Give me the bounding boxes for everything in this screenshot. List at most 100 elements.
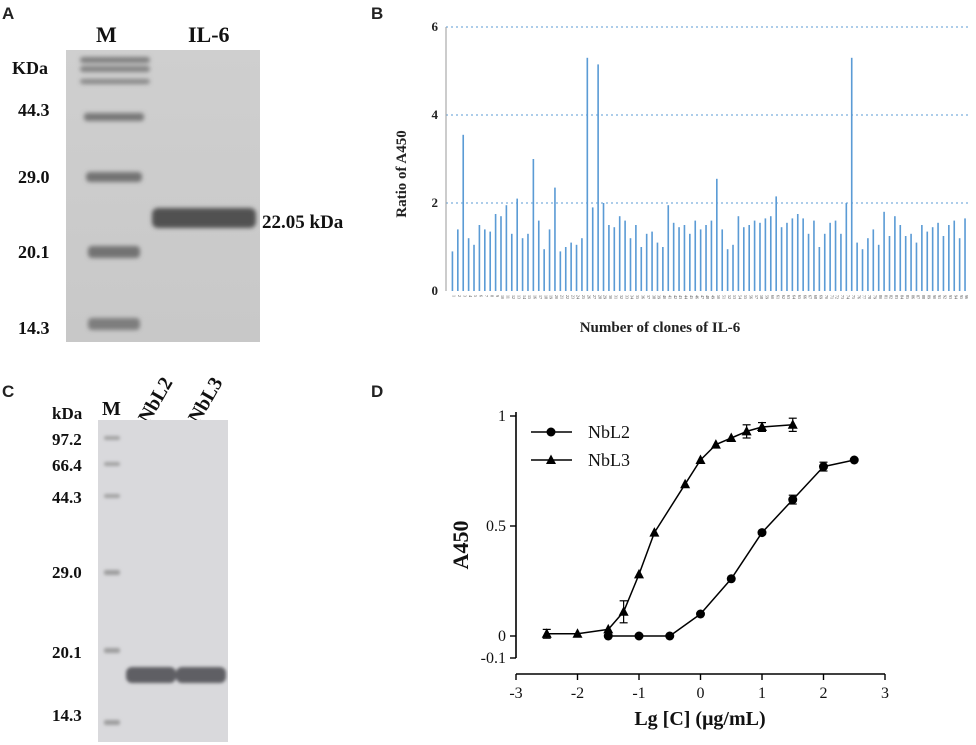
chart-b-x-tick-label: 22 [565,295,570,299]
chart-b-x-tick-label: 25 [581,295,586,299]
chart-b-bar [872,229,875,291]
chart-b-x-tick-label: 75 [851,295,856,299]
chart-b-x-axis-label: Number of clones of IL-6 [580,320,741,336]
chart-b-bar [931,227,934,291]
chart-d-point-circle [849,455,859,465]
chart-b-bar [796,214,799,291]
chart-b-x-tick-label: 15 [527,295,532,299]
chart-b-x-tick-label: 85 [905,295,910,299]
chart-b-bar [451,251,454,291]
chart-b-bar [505,205,508,291]
chart-b-bar [478,225,481,291]
chart-d-x-tick-label: 3 [881,685,889,702]
chart-b-x-tick-label: 26 [587,295,592,299]
panel-a-letter: A [2,4,15,23]
chart-b-x-tick-label: 96 [964,295,969,299]
chart-b-x-tick-label: 79 [872,295,877,299]
chart-d-x-axis-label: Lg [C] (μg/mL) [634,708,765,730]
chart-d-point-triangle [741,425,752,436]
chart-b-x-tick-label: 21 [560,295,565,299]
chart-b-bar [564,247,567,291]
chart-b-x-tick-label: 46 [694,295,699,299]
chart-b-x-tick-label: 91 [937,295,942,299]
gel-a-marker-label: 44.3 [18,100,50,120]
chart-b-bar [494,214,497,291]
chart-b-x-tick-label: 40 [662,295,667,299]
chart-d-y-tick-label: 0.5 [486,518,506,535]
chart-b-bar [753,220,756,291]
chart-b-tick-labels: 0 2 4 6 [432,19,439,298]
chart-d-y-tick-label: -0.1 [481,650,506,667]
chart-b-bar [877,244,880,291]
chart-d-series-nbl3 [541,417,798,639]
chart-b-x-tick-label: 87 [916,295,921,299]
chart-d-x-tick-label: -3 [509,685,522,702]
chart-b-bar [732,244,734,291]
chart-d-tick-labels: -3 -2 -1 0 1 2 3 -0.1 0 0.5 1 [481,408,889,702]
chart-b-x-tick-label: 93 [948,295,953,299]
chart-d-point-triangle [787,419,798,429]
chart-b-bar [937,222,939,291]
chart-b-bar [942,236,945,291]
chart-b-bar [581,238,583,291]
chart-b-x-tick-label: 1 [452,295,457,297]
chart-d-y-tick-label: 1 [498,408,506,425]
chart-b-bar [742,227,745,291]
chart-b-x-tick-label: 39 [657,295,662,299]
chart-b-x-tick-label: 20 [554,295,559,299]
chart-b-bar [845,203,848,291]
chart-b-bar [780,227,783,291]
chart-d-binding-curves: -3 -2 -1 0 1 2 3 -0.1 0 0.5 1 NbL2 NbL3 A450 Lg [C]… [448,408,889,730]
gel-c-marker-label: 44.3 [52,488,82,507]
chart-b-bar [467,238,470,291]
chart-b-x-tick-label: 7 [484,295,489,297]
chart-b-bar [489,231,492,291]
chart-b-x-tick-label: 3 [462,295,467,297]
chart-b-x-tick-label: 63 [786,295,791,299]
chart-b-y-tick-label: 2 [432,195,439,210]
chart-b-x-tick-label: 82 [889,295,894,299]
chart-b-bar [608,225,610,291]
chart-b-x-tick-label: 42 [673,295,678,299]
chart-b-x-tick-label: 11 [506,295,511,299]
chart-d-point-circle [788,495,798,505]
chart-b-bar [915,242,918,291]
chart-b-x-tick-label: 32 [619,295,624,299]
chart-b-x-tick-label: 29 [603,295,608,299]
chart-b-bar [640,247,643,291]
chart-b-x-tick-label: 92 [943,295,948,299]
chart-b-x-tick-label: 73 [840,295,845,299]
chart-b-x-tick-label: 13 [516,295,521,299]
chart-b-x-tick-label: 70 [824,295,829,299]
chart-d-legend-label: NbL2 [588,422,630,442]
chart-b-x-tick-label: 62 [781,295,786,299]
chart-d-series [541,417,859,641]
chart-b-x-tick-label: 90 [932,295,937,299]
chart-b-x-tick-label: 54 [738,295,743,299]
chart-b-x-tick-label: 66 [802,295,807,299]
chart-d-y-axis-label: A450 [448,521,473,570]
chart-b-x-tick-label: 44 [684,295,689,299]
chart-b-x-tick-label: 31 [613,295,618,299]
chart-b-bar [764,218,767,291]
chart-b-y-tick-label: 0 [432,283,439,298]
chart-b-x-tick-label: 52 [727,295,732,299]
chart-b-bar [554,187,556,291]
chart-b-x-tick-label: 81 [883,295,888,299]
chart-b-bar [521,238,524,291]
chart-b-x-tick-label: 41 [667,295,672,299]
chart-d-point-triangle [757,421,767,431]
chart-d-axes [510,412,886,680]
chart-b-x-tick-label: 24 [576,295,581,299]
chart-b-bar [662,247,664,291]
chart-d-point-circle [819,462,828,472]
chart-b-x-tick-label: 23 [570,295,575,299]
chart-b-bar [786,222,788,291]
chart-b-bar [586,57,589,291]
chart-b-bar [759,222,761,291]
gel-a-marker-label: 20.1 [18,242,50,262]
chart-d-x-tick-label: 1 [758,685,766,702]
gel-c-marker-label: 97.2 [52,430,82,449]
chart-b-x-tick-label: 67 [808,295,813,299]
chart-d-point-circle [634,631,644,641]
